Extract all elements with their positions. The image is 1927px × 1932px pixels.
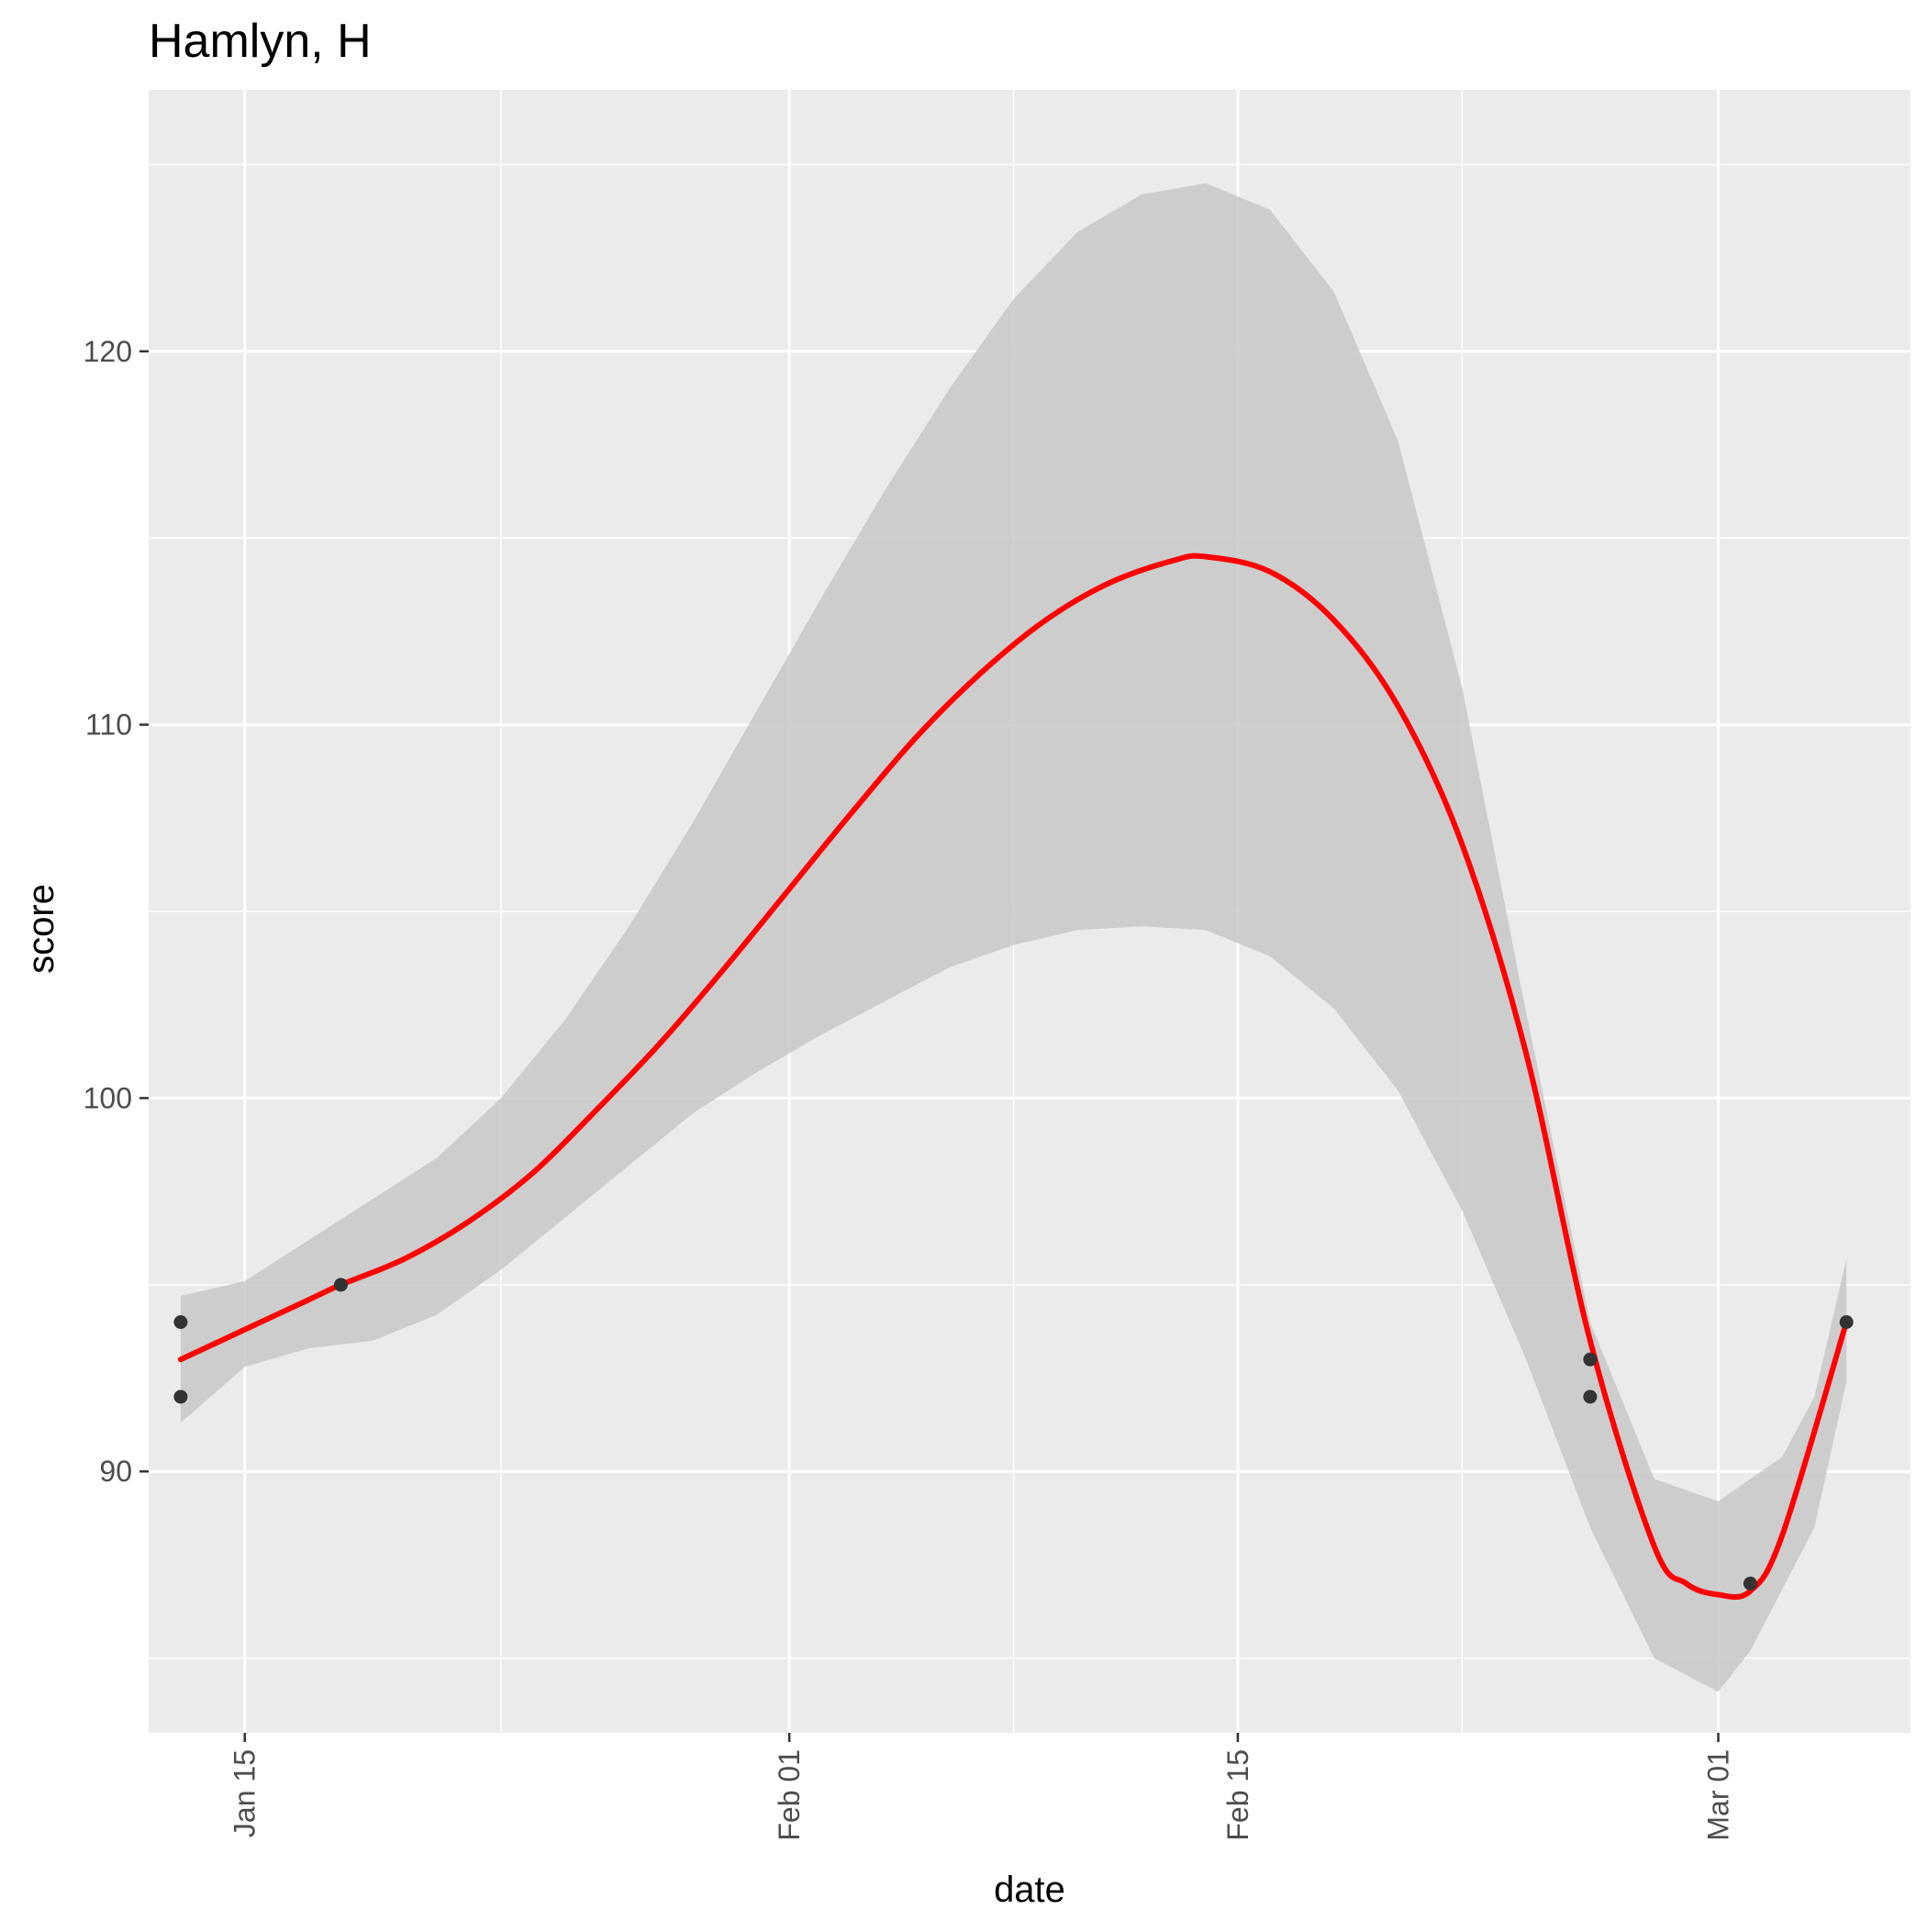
data-points-layer	[173, 1278, 1854, 1591]
data-point	[173, 1315, 188, 1329]
y-axis: 90 100 110 120	[84, 335, 149, 1488]
x-tick-label: Feb 01	[773, 1749, 806, 1841]
data-point	[1583, 1390, 1598, 1404]
confidence-band-layer	[180, 183, 1847, 1692]
data-point	[333, 1278, 348, 1292]
data-point	[1743, 1576, 1757, 1591]
y-tick-label: 110	[85, 709, 132, 742]
data-point	[1839, 1315, 1854, 1329]
y-tick-label: 100	[84, 1081, 132, 1114]
data-point	[173, 1390, 188, 1404]
x-tick-label: Feb 15	[1221, 1749, 1254, 1841]
smooth-fit-line	[177, 553, 1850, 1601]
smooth-line-layer	[177, 553, 1850, 1601]
x-tick-label: Mar 01	[1702, 1749, 1735, 1841]
chart-title: Hamlyn, H	[149, 15, 372, 68]
y-tick-label: 90	[99, 1455, 132, 1488]
y-tick-label: 120	[84, 335, 132, 368]
x-tick-label: Jan 15	[228, 1749, 262, 1837]
x-axis-title: date	[994, 1870, 1065, 1910]
x-axis: Jan 15 Feb 01 Feb 15 Mar 01	[228, 1733, 1735, 1841]
data-point	[1583, 1352, 1598, 1367]
confidence-band	[180, 183, 1847, 1692]
y-axis-title: score	[21, 884, 61, 974]
